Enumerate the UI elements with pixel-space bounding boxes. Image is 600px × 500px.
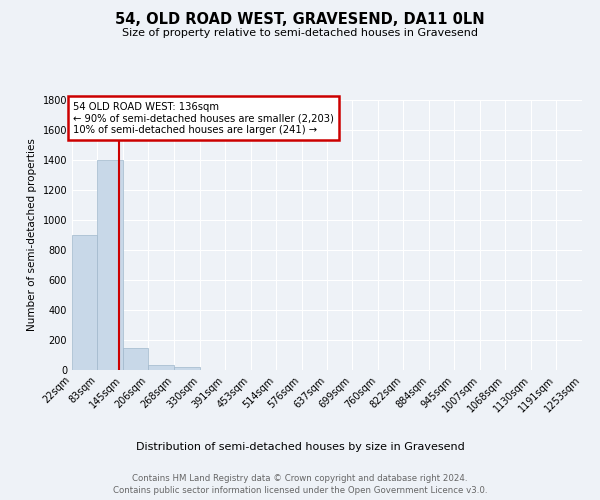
Bar [97, 160, 123, 370]
Y-axis label: Number of semi-detached properties: Number of semi-detached properties [27, 138, 37, 332]
Bar [72, 235, 97, 370]
Text: 54 OLD ROAD WEST: 136sqm
← 90% of semi-detached houses are smaller (2,203)
10% o: 54 OLD ROAD WEST: 136sqm ← 90% of semi-d… [73, 102, 334, 134]
Text: Distribution of semi-detached houses by size in Gravesend: Distribution of semi-detached houses by … [136, 442, 464, 452]
Text: Size of property relative to semi-detached houses in Gravesend: Size of property relative to semi-detach… [122, 28, 478, 38]
Text: Contains public sector information licensed under the Open Government Licence v3: Contains public sector information licen… [113, 486, 487, 495]
Text: 54, OLD ROAD WEST, GRAVESEND, DA11 0LN: 54, OLD ROAD WEST, GRAVESEND, DA11 0LN [115, 12, 485, 28]
Bar [148, 365, 174, 370]
Text: Contains HM Land Registry data © Crown copyright and database right 2024.: Contains HM Land Registry data © Crown c… [132, 474, 468, 483]
Bar [174, 367, 200, 370]
Bar [123, 348, 148, 370]
